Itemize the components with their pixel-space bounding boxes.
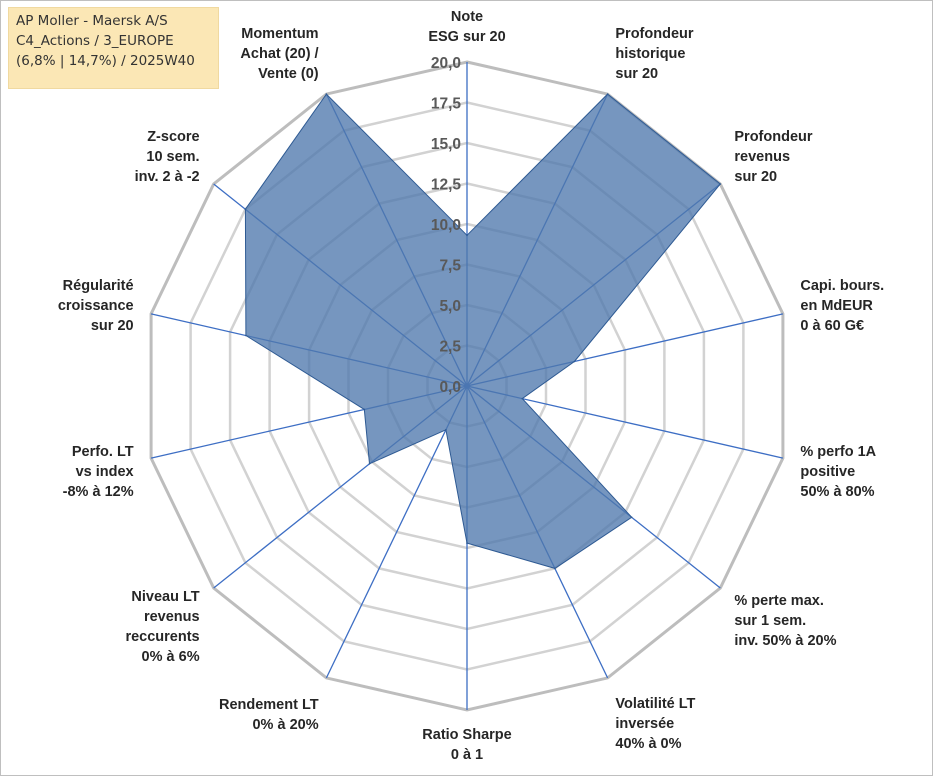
axis-label-4: % perfo 1A positive 50% à 80% [800, 444, 876, 500]
axis-label-line: Momentum [241, 26, 318, 42]
axis-label-line: Capi. bours. [800, 278, 884, 294]
axis-label-line: Profondeur [734, 129, 812, 145]
axis-label-line: % perfo 1A [800, 444, 876, 460]
data-point-12 [244, 208, 247, 210]
data-point-7 [466, 542, 468, 544]
data-point-5 [630, 516, 633, 519]
tick-label: 15,0 [431, 136, 461, 153]
tick-label: 5,0 [439, 298, 461, 315]
axis-label-0: Note ESG sur 20 [428, 9, 505, 45]
axis-label-line: sur 20 [91, 318, 134, 334]
axis-label-9: Niveau LT revenus reccurents 0% à 6% [125, 589, 199, 665]
axis-label-line: 10 sem. [146, 149, 199, 165]
info-category: C4_Actions / 3_EUROPE [16, 33, 174, 49]
data-point-9 [368, 463, 371, 465]
axis-label-line: 40% à 0% [615, 736, 681, 752]
data-point-13 [325, 93, 328, 95]
axis-label-line: sur 20 [615, 66, 658, 82]
axis-label-line: vs index [76, 464, 134, 480]
data-point-11 [245, 334, 247, 337]
axis-label-line: Ratio Sharpe [422, 727, 511, 743]
axis-label-line: croissance [58, 298, 134, 314]
axis-label-line: sur 1 sem. [734, 613, 806, 629]
series-area-0 [244, 93, 722, 569]
axis-label-line: 50% à 80% [800, 484, 874, 500]
data-point-10 [363, 408, 366, 411]
axis-label-8: Rendement LT 0% à 20% [219, 697, 319, 733]
axis-label-line: inversée [615, 716, 674, 732]
tick-label: 2,5 [439, 339, 461, 356]
info-week: (6,8% | 14,7%) / 2025W40 [16, 53, 195, 69]
axis-label-6: Volatilité LT inversée 40% à 0% [615, 696, 695, 752]
axis-label-13: Momentum Achat (20) / Vente (0) [240, 26, 318, 82]
axis-label-line: reccurents [125, 629, 199, 645]
axis-label-line: % perte max. [734, 593, 823, 609]
axis-label-line: Achat (20) / [240, 46, 318, 62]
tick-label: 0,0 [439, 379, 461, 396]
data-point-0 [466, 234, 468, 237]
axis-label-line: sur 20 [734, 169, 777, 185]
tick-label: 12,5 [431, 177, 462, 194]
data-point-8 [445, 429, 447, 431]
axis-label-line: 0% à 6% [142, 649, 200, 665]
tick-label: 7,5 [439, 258, 461, 275]
axis-label-line: Perfo. LT [72, 444, 134, 460]
axis-label-line: inv. 2 à -2 [135, 169, 200, 185]
axis-label-line: Note [451, 9, 483, 25]
tick-label: 10,0 [431, 217, 461, 234]
axis-label-line: Vente (0) [258, 66, 319, 82]
axis-label-line: Profondeur [615, 26, 693, 42]
axis-label-12: Z-score 10 sem. inv. 2 à -2 [135, 129, 200, 185]
axis-label-5: % perte max. sur 1 sem. inv. 50% à 20% [734, 593, 836, 649]
axis-label-line: Z-score [147, 129, 199, 145]
axis-label-11: Régularité croissance sur 20 [58, 278, 134, 334]
data-point-2 [719, 183, 722, 185]
axis-spoke-8 [325, 385, 468, 679]
axis-label-1: Profondeur historique sur 20 [615, 26, 693, 82]
tick-label: 20,0 [431, 55, 461, 72]
axis-label-line: revenus [734, 149, 790, 165]
tick-label: 17,5 [431, 96, 462, 113]
axis-label-3: Capi. bours. en MdEUR 0 à 60 G€ [800, 278, 884, 334]
axis-label-line: positive [800, 464, 855, 480]
axis-label-line: Rendement LT [219, 697, 319, 713]
axis-label-7: Ratio Sharpe 0 à 1 [422, 727, 511, 763]
axis-label-line: revenus [144, 609, 200, 625]
axis-label-line: 0 à 60 G€ [800, 318, 864, 334]
axis-label-line: historique [615, 46, 685, 62]
axis-label-line: 0% à 20% [252, 717, 318, 733]
data-point-6 [554, 567, 556, 570]
axis-label-line: Régularité [63, 278, 134, 294]
data-point-1 [606, 93, 609, 95]
axis-label-line: Niveau LT [131, 589, 199, 605]
axis-label-line: en MdEUR [800, 298, 873, 314]
info-company: AP Moller - Maersk A/S [16, 13, 168, 29]
axis-label-10: Perfo. LT vs index -8% à 12% [63, 444, 134, 500]
data-point-4 [521, 397, 524, 400]
axis-label-line: 0 à 1 [451, 747, 483, 763]
axis-label-line: -8% à 12% [63, 484, 134, 500]
data-point-3 [573, 360, 576, 363]
axis-label-line: ESG sur 20 [428, 29, 505, 45]
axis-label-2: Profondeur revenus sur 20 [734, 129, 812, 185]
axis-label-line: Volatilité LT [615, 696, 695, 712]
info-box: AP Moller - Maersk A/S C4_Actions / 3_EU… [8, 7, 219, 89]
axis-label-line: inv. 50% à 20% [734, 633, 836, 649]
